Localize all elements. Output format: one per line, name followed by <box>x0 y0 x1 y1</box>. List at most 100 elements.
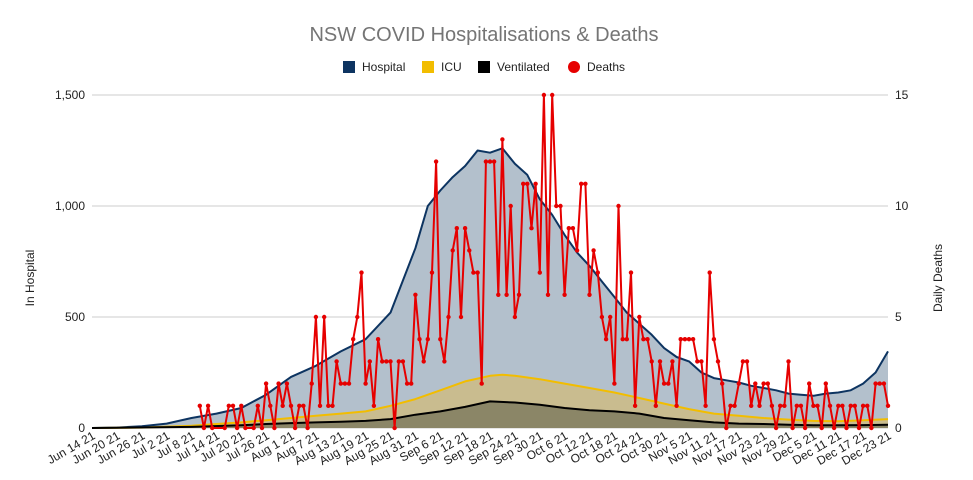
deaths-point <box>475 270 480 275</box>
deaths-point <box>197 403 202 408</box>
deaths-point <box>678 337 683 342</box>
deaths-point <box>446 314 451 320</box>
deaths-point <box>342 381 348 386</box>
deaths-point <box>280 403 285 408</box>
area-series <box>91 147 889 429</box>
deaths-point <box>757 403 762 408</box>
deaths-point <box>790 425 795 431</box>
y-tick-label: 1,500 <box>55 88 85 102</box>
y2-axis-title: Daily Deaths <box>931 244 945 312</box>
deaths-point <box>272 425 277 431</box>
deaths-point <box>239 403 244 408</box>
legend-label-ventilated: Ventilated <box>497 60 550 74</box>
deaths-point <box>802 425 808 431</box>
deaths-point <box>815 403 820 408</box>
deaths-point <box>537 270 542 275</box>
deaths-point <box>769 403 775 408</box>
deaths-point <box>413 292 418 297</box>
deaths-point <box>703 403 708 408</box>
deaths-point <box>322 314 327 320</box>
deaths-point <box>359 270 364 275</box>
deaths-point <box>865 403 870 408</box>
y2-tick-label: 10 <box>895 199 909 213</box>
y-tick-label: 1,000 <box>55 199 85 213</box>
deaths-point <box>554 203 559 209</box>
deaths-point <box>823 381 828 386</box>
deaths-point <box>525 181 530 186</box>
deaths-point <box>852 403 857 408</box>
deaths-point <box>819 425 824 431</box>
deaths-point <box>599 314 605 320</box>
deaths-point <box>840 403 845 408</box>
y-axis-title: In Hospital <box>23 250 37 307</box>
deaths-point <box>450 248 455 253</box>
deaths-point <box>848 403 853 408</box>
deaths-point <box>496 292 501 297</box>
deaths-point <box>222 425 227 431</box>
deaths-point <box>778 403 783 408</box>
deaths-point <box>728 403 733 408</box>
deaths-point <box>201 425 207 431</box>
deaths-point <box>521 181 526 186</box>
deaths-point <box>297 403 302 408</box>
deaths-point <box>375 337 381 342</box>
series-line-hospital <box>91 147 889 429</box>
deaths-point <box>471 270 476 275</box>
y2-tick-label: 0 <box>895 421 902 435</box>
deaths-point <box>305 425 310 431</box>
deaths-point <box>807 381 812 386</box>
deaths-point <box>632 403 638 408</box>
y2-tick-label: 5 <box>895 310 902 324</box>
deaths-point <box>438 337 443 342</box>
deaths-point <box>670 359 675 364</box>
deaths-point <box>380 359 385 364</box>
deaths-point <box>836 403 841 408</box>
deaths-point <box>695 359 700 364</box>
deaths-point <box>545 292 551 297</box>
deaths-point <box>715 359 721 364</box>
deaths-point <box>765 381 770 386</box>
deaths-point <box>433 159 439 164</box>
deaths-point <box>301 403 306 408</box>
deaths-point <box>309 381 314 386</box>
deaths-point <box>284 381 290 386</box>
deaths-point <box>608 314 613 320</box>
deaths-point <box>595 270 600 275</box>
deaths-point <box>844 425 849 431</box>
chart-title: NSW COVID Hospitalisations & Deaths <box>309 24 658 46</box>
deaths-point <box>529 226 534 231</box>
deaths-point <box>251 425 256 431</box>
deaths-point <box>562 292 567 297</box>
deaths-point <box>226 403 231 408</box>
deaths-point <box>732 403 737 408</box>
deaths-point <box>487 159 493 164</box>
deaths-point <box>720 381 725 386</box>
deaths-point <box>500 137 505 142</box>
deaths-point <box>761 381 766 386</box>
deaths-point <box>661 381 667 386</box>
deaths-point <box>462 226 468 231</box>
deaths-point <box>338 381 343 386</box>
deaths-point <box>288 403 294 408</box>
deaths-point <box>442 359 447 364</box>
deaths-point <box>425 337 430 342</box>
y-axis-right: 0 5 10 15 <box>895 88 909 435</box>
deaths-point <box>583 181 588 186</box>
deaths-point <box>773 425 779 431</box>
deaths-point <box>363 381 368 386</box>
deaths-point <box>811 403 816 408</box>
deaths-point <box>396 359 401 364</box>
deaths-point <box>429 270 435 275</box>
legend-swatch-deaths <box>568 61 580 73</box>
deaths-point <box>388 359 393 364</box>
deaths-point <box>346 381 352 386</box>
series-line-icu <box>91 373 889 429</box>
deaths-point <box>334 359 339 364</box>
deaths-point <box>724 425 729 431</box>
deaths-point <box>384 359 389 364</box>
deaths-point <box>255 403 260 408</box>
deaths-point <box>421 359 426 364</box>
deaths-point <box>243 425 248 431</box>
deaths-point <box>753 381 758 386</box>
